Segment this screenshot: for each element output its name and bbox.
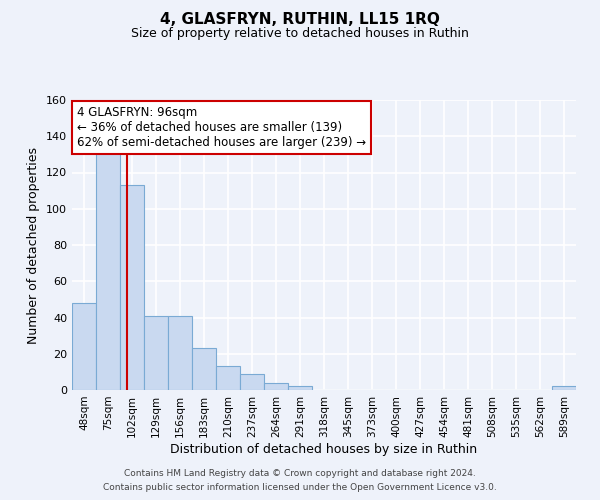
Bar [144,316,168,390]
Bar [168,316,192,390]
Text: 4, GLASFRYN, RUTHIN, LL15 1RQ: 4, GLASFRYN, RUTHIN, LL15 1RQ [160,12,440,28]
Y-axis label: Number of detached properties: Number of detached properties [28,146,40,344]
Bar [240,374,264,390]
Text: Contains public sector information licensed under the Open Government Licence v3: Contains public sector information licen… [103,484,497,492]
Bar [192,348,216,390]
Bar [552,386,576,390]
Bar [216,366,240,390]
Bar [72,303,96,390]
Text: Size of property relative to detached houses in Ruthin: Size of property relative to detached ho… [131,28,469,40]
Bar [120,185,144,390]
Text: 4 GLASFRYN: 96sqm
← 36% of detached houses are smaller (139)
62% of semi-detache: 4 GLASFRYN: 96sqm ← 36% of detached hous… [77,106,366,149]
X-axis label: Distribution of detached houses by size in Ruthin: Distribution of detached houses by size … [170,442,478,456]
Text: Contains HM Land Registry data © Crown copyright and database right 2024.: Contains HM Land Registry data © Crown c… [124,468,476,477]
Bar [288,386,312,390]
Bar [96,151,120,390]
Bar [264,383,288,390]
